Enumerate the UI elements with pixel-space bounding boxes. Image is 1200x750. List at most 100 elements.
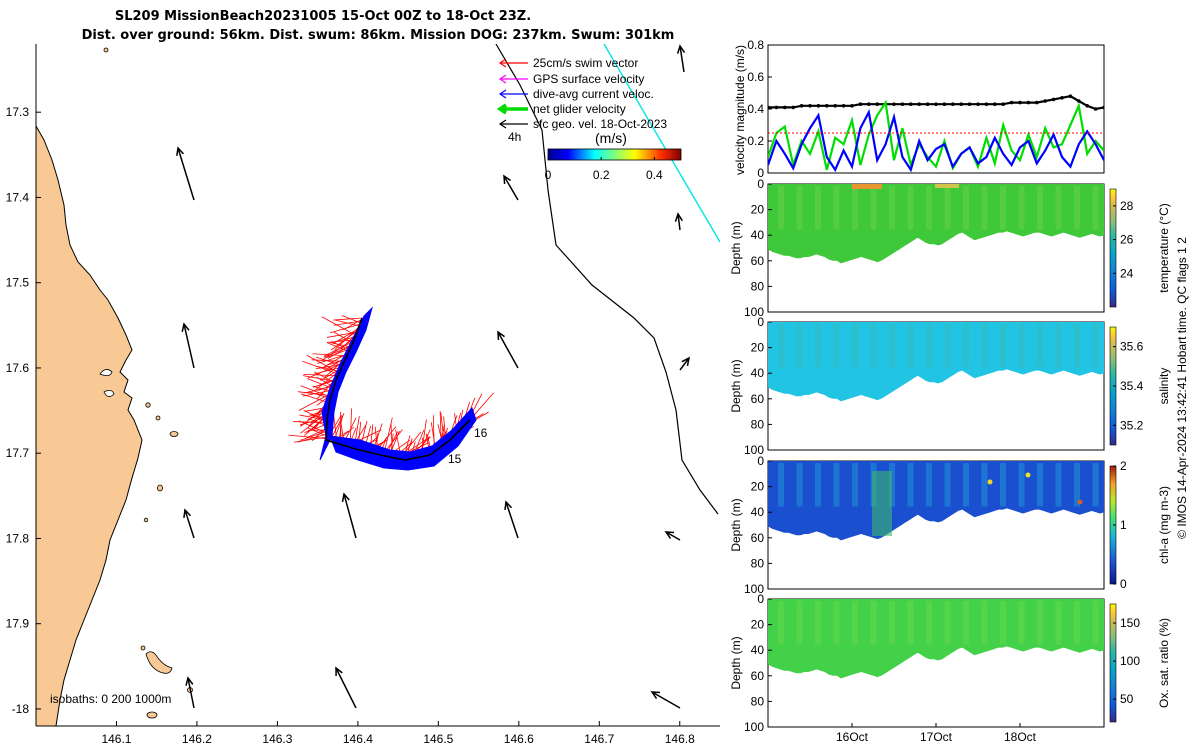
velocity-y-tick-label: 0	[757, 166, 764, 180]
section-texture	[852, 186, 858, 230]
swim-vector	[312, 353, 347, 357]
velocity-series-net	[768, 99, 1104, 171]
legend-entry-net: net glider velocity	[496, 102, 626, 116]
velocity-point-sfcgeo	[909, 102, 913, 106]
colorbar-tick-label: 100	[1120, 654, 1140, 668]
section-texture	[1055, 186, 1062, 230]
colorbar-tick-label: 150	[1120, 616, 1140, 630]
section-y-tick-label: 40	[751, 505, 765, 519]
section-y-tick-label: 80	[751, 694, 765, 708]
section-texture	[1037, 324, 1043, 368]
velocity-y-label: velocity magnitude (m/s)	[733, 45, 747, 175]
map-x-ticks: 146.1 146.2 146.3 146.4 146.5 146.6 146.7 146.8	[101, 721, 695, 746]
section-texture	[1037, 601, 1043, 645]
map-y-ticks: 17.3 17.4 17.5 17.6 17.7 17.8 17.9 -18	[6, 105, 41, 716]
section-texture	[778, 463, 784, 507]
section-y-tick-label: 0	[757, 454, 764, 468]
section-panel-3: 0 20 40 60 80 100 Depth (m) 0 1 2 chl-a (mg m-3)	[729, 454, 1171, 596]
section-data-area	[768, 184, 1104, 264]
geo-velocity-arrow	[335, 666, 357, 709]
legend-label: 25cm/s swim vector	[533, 56, 638, 70]
velocity-point-sfcgeo	[867, 102, 871, 106]
section-y-tick-label: 40	[751, 366, 765, 380]
swim-vector	[333, 317, 363, 321]
section-texture	[981, 186, 988, 230]
header-title-line1: SL209 MissionBeach20231005 15-Oct 00Z to…	[115, 9, 531, 24]
map-y-tick-label: 17.6	[6, 361, 30, 375]
section-texture	[944, 186, 951, 230]
velocity-point-sfcgeo	[1026, 100, 1031, 105]
glider-track-map: 16 15 146.1 146.2 146.3 146.4 146.5 146.6 146.…	[6, 44, 720, 746]
map-y-tick-label: 17.3	[6, 105, 30, 119]
section-panel-1: 0 20 40 60 80 100 Depth (m) 24 26 28 temperature (…	[729, 177, 1171, 319]
velocity-point-sfcgeo	[808, 104, 812, 108]
section-texture	[1092, 186, 1099, 230]
day-label-16: 16	[474, 426, 488, 440]
section-texture	[889, 324, 895, 368]
section-texture	[889, 601, 895, 645]
velocity-point-sfcgeo	[768, 105, 770, 110]
section-panel-2: 0 20 40 60 80 100 Depth (m) 35.2 35.4 35.6 salinit…	[729, 315, 1171, 457]
section-texture	[778, 324, 784, 368]
header-title-line2: Dist. over ground: 56km. Dist. swum: 86k…	[82, 28, 675, 43]
section-texture	[963, 324, 969, 368]
swim-vector	[335, 319, 360, 327]
section-y-tick-label: 20	[751, 618, 765, 632]
velocity-point-sfcgeo	[875, 102, 879, 106]
velocity-point-sfcgeo	[925, 102, 930, 106]
map-x-tick-label: 146.7	[584, 732, 614, 746]
swim-vector	[306, 354, 340, 374]
section-texture	[926, 324, 932, 368]
velocity-y-tick-label: 0.8	[747, 38, 764, 52]
swim-vector	[323, 341, 354, 357]
legend-entry-swim: 25cm/s swim vector	[498, 56, 638, 70]
swim-vector	[293, 421, 327, 424]
legend-entry-gps: GPS surface velocity	[498, 72, 644, 86]
section-warm-patch	[935, 184, 959, 188]
section-y-tick-label: 20	[751, 203, 765, 217]
section-texture	[981, 601, 988, 645]
map-legend: 25cm/s swim vector GPS surface velocitydi…	[496, 56, 667, 131]
estuary	[99, 369, 113, 376]
section-panel-4: 0 20 40 60 80 100 Depth (m) 50 100 150 Ox. sat. ra…	[729, 592, 1171, 744]
swim-vector	[321, 316, 356, 336]
section-texture	[815, 186, 821, 230]
dive-avg-band	[319, 306, 373, 461]
colorbar-tick-label: 35.2	[1120, 418, 1144, 432]
velocity-point-sfcgeo	[1018, 100, 1022, 105]
colorbar-tick-label: 50	[1120, 692, 1134, 706]
section-y-tick-label: 80	[751, 279, 765, 293]
velocity-point-sfcgeo	[858, 102, 863, 106]
map-y-tick-label: -18	[12, 702, 30, 716]
section-texture	[796, 463, 803, 507]
dive-avg-band	[329, 407, 477, 471]
section-texture	[815, 463, 821, 507]
section-y-tick-label: 100	[744, 443, 764, 457]
legend-arrowhead	[498, 74, 507, 84]
track-cyan-line	[603, 44, 720, 243]
section-point	[987, 479, 993, 485]
swim-vector	[302, 360, 339, 375]
section-texture	[833, 601, 840, 645]
section-texture	[963, 463, 969, 507]
colorbar-tick-label: 26	[1120, 233, 1134, 247]
velocity-point-sfcgeo	[833, 104, 837, 108]
swim-vector	[341, 315, 361, 324]
section-texture	[1018, 324, 1025, 368]
section-texture	[907, 601, 914, 645]
velocity-point-sfcgeo	[959, 102, 963, 106]
section-texture	[778, 186, 784, 230]
section-y-tick-label: 0	[757, 592, 764, 606]
section-texture	[981, 463, 988, 507]
swim-vector	[307, 378, 334, 389]
section-texture	[1018, 601, 1025, 645]
speed-colorbar-ticks: 0 0.2 0.4	[545, 157, 663, 182]
velocity-point-sfcgeo	[1035, 100, 1039, 105]
section-texture	[889, 186, 895, 230]
legend-arrowhead	[496, 103, 507, 115]
legend-arrowhead	[498, 58, 507, 68]
swim-vector	[329, 323, 360, 334]
section-texture	[1074, 601, 1080, 645]
velocity-y-tick-label: 0.4	[747, 102, 764, 116]
isobaths-label: isobaths: 0 200 1000m	[50, 692, 171, 706]
